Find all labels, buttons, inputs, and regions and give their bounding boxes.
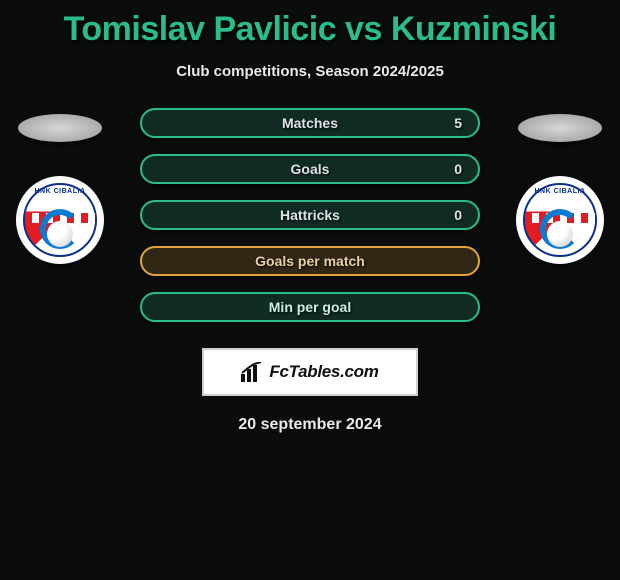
player-right-silhouette: [518, 114, 602, 142]
stats-list: Matches 5 Goals 0 Hattricks 0 Goals per …: [140, 108, 480, 322]
stat-label: Min per goal: [142, 299, 478, 315]
stat-row-goals: Goals 0: [140, 154, 480, 184]
bar-chart-icon: [241, 362, 263, 382]
player-left-column: HNK CIBALIA: [0, 108, 120, 264]
stat-value-right: 0: [454, 161, 462, 177]
comparison-area: HNK CIBALIA HNK CIBALIA Matches 5 Goals …: [0, 108, 620, 434]
club-name-right: HNK CIBALIA: [525, 188, 595, 195]
club-badge-right: HNK CIBALIA: [516, 176, 604, 264]
date-text: 20 september 2024: [0, 416, 620, 434]
stat-label: Goals per match: [142, 253, 478, 269]
page-title: Tomislav Pavlicic vs Kuzminski: [0, 0, 620, 49]
stat-row-min-per-goal: Min per goal: [140, 292, 480, 322]
stat-label: Goals: [142, 161, 478, 177]
club-name-left: HNK CIBALIA: [25, 188, 95, 195]
branding-text: FcTables.com: [269, 362, 378, 382]
stat-row-matches: Matches 5: [140, 108, 480, 138]
stat-label: Hattricks: [142, 207, 478, 223]
stat-label: Matches: [142, 115, 478, 131]
player-left-silhouette: [18, 114, 102, 142]
stat-row-goals-per-match: Goals per match: [140, 246, 480, 276]
branding-box: FcTables.com: [202, 348, 418, 396]
player-right-column: HNK CIBALIA: [500, 108, 620, 264]
stat-value-right: 0: [454, 207, 462, 223]
season-subtitle: Club competitions, Season 2024/2025: [0, 63, 620, 80]
stat-row-hattricks: Hattricks 0: [140, 200, 480, 230]
club-badge-left: HNK CIBALIA: [16, 176, 104, 264]
stat-value-right: 5: [454, 115, 462, 131]
